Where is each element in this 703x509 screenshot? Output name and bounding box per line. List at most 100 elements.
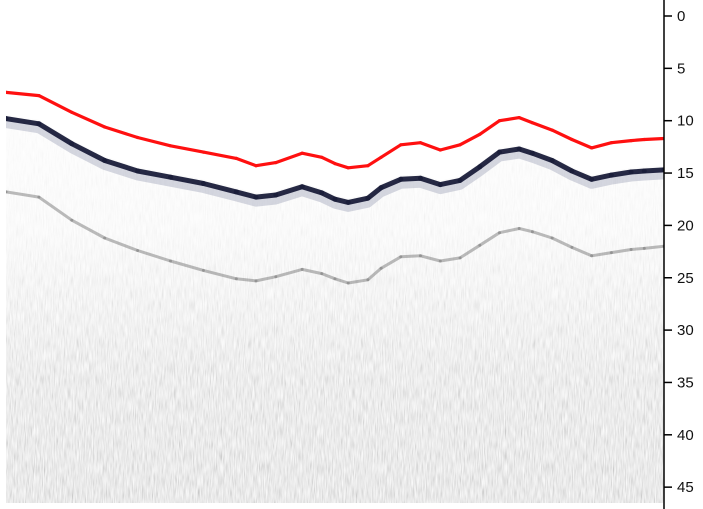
- seabed-echo-point: [345, 199, 351, 205]
- detected-bottom-line-point: [37, 94, 41, 98]
- seabed-echo-point: [319, 190, 325, 196]
- depth-tick-label: 40: [677, 427, 694, 444]
- detected-bottom-line-point: [300, 151, 304, 155]
- seabed-echo-point: [549, 158, 555, 163]
- subbottom-reflector-point: [517, 227, 521, 230]
- detected-bottom-line-point: [590, 146, 594, 150]
- depth-tick-label: 10: [677, 113, 694, 130]
- detected-bottom-line-point: [418, 141, 423, 145]
- plot-area: [6, 3, 664, 503]
- detected-bottom-line-point: [438, 148, 442, 152]
- subbottom-reflector-point: [609, 251, 613, 255]
- seabed-echo-point: [589, 176, 595, 182]
- subbottom-reflector-point: [458, 256, 462, 260]
- seabed-echo-point: [497, 149, 502, 155]
- subbottom-reflector-point: [478, 243, 482, 247]
- seabed-echo-point: [102, 158, 108, 163]
- depth-tick-label: 25: [677, 270, 694, 287]
- subbottom-reflector-point: [201, 268, 205, 272]
- subbottom-reflector-point: [103, 236, 107, 240]
- depth-axis: 0 5 10 15 20 25 30 35 40 45: [663, 0, 694, 509]
- subbottom-reflector-point: [320, 272, 324, 276]
- subbottom-reflector-point: [366, 278, 370, 282]
- seabed-echo-point: [168, 174, 173, 180]
- seabed-echo-point: [233, 189, 239, 195]
- seabed-echo-point: [529, 150, 535, 156]
- detected-bottom-line-point: [497, 119, 502, 123]
- seabed-echo-point: [332, 196, 338, 202]
- subbottom-reflector-point: [37, 195, 41, 199]
- seabed-echo-point: [418, 175, 423, 181]
- subbottom-reflector-point: [136, 249, 140, 252]
- seabed-echo-point: [365, 195, 371, 201]
- subbottom-reflector-point: [6, 190, 8, 194]
- detected-bottom-line-point: [201, 150, 205, 154]
- seabed-echo-point: [135, 168, 141, 174]
- detected-bottom-line-point: [629, 139, 633, 143]
- seabed-echo-point: [437, 182, 443, 188]
- depth-tick-label: 45: [677, 479, 694, 496]
- subbottom-reflector-point: [399, 255, 403, 259]
- depth-tick-label: 35: [677, 374, 694, 391]
- detected-bottom-line-point: [346, 166, 350, 170]
- seabed-echo-point: [6, 116, 9, 122]
- detected-bottom-line-point: [274, 161, 278, 165]
- subbottom-reflector-point: [438, 259, 442, 263]
- detected-bottom-line-point: [168, 144, 173, 148]
- seabed-echo-point: [36, 121, 42, 127]
- detected-bottom-line-point: [379, 155, 383, 159]
- seabed-echo-point: [477, 164, 483, 170]
- seabed-echo-point: [200, 181, 206, 186]
- subbottom-reflector-point: [498, 231, 501, 235]
- seabed-echo-point: [569, 168, 575, 174]
- subbottom-reflector-point: [254, 279, 258, 283]
- subbottom-reflector-point: [629, 248, 633, 251]
- subbottom-reflector-point: [379, 266, 383, 270]
- detected-bottom-line-point: [517, 116, 521, 120]
- water-column: [6, 3, 664, 199]
- seabed-echo-point: [516, 146, 522, 152]
- seabed-echo-point: [273, 192, 279, 198]
- subbottom-reflector-point: [570, 245, 574, 249]
- seabed-echo-point: [253, 194, 259, 200]
- subbottom-reflector-point: [333, 277, 337, 281]
- seabed-echo-point: [608, 172, 614, 178]
- seabed-echo-point: [69, 141, 75, 147]
- subbottom-reflector-line: [6, 190, 664, 285]
- subbottom-reflector-point: [70, 218, 74, 222]
- depth-tick-label: 0: [677, 8, 685, 25]
- subbottom-reflector-point: [530, 230, 534, 234]
- detected-bottom-line-point: [366, 164, 370, 168]
- detected-bottom-line-point: [136, 135, 140, 140]
- detected-bottom-line-point: [570, 137, 574, 142]
- detected-bottom-line-point: [609, 141, 614, 145]
- seabed-echo-point: [641, 168, 647, 174]
- subbottom-reflector-point: [550, 236, 554, 240]
- detected-bottom-line-point: [6, 90, 8, 94]
- detected-bottom-line-point: [550, 128, 554, 132]
- subbottom-reflector-point: [274, 275, 278, 279]
- subbottom-reflector-point: [346, 281, 350, 285]
- detected-bottom-line-point: [399, 143, 403, 147]
- detected-bottom-line-point: [234, 156, 238, 160]
- detected-bottom-line-point: [642, 137, 646, 142]
- depth-tick-label: 15: [677, 165, 694, 182]
- subbottom-reflector-point: [300, 267, 304, 271]
- detected-bottom-line-point: [530, 121, 535, 125]
- subbottom-reflector-point: [419, 254, 422, 258]
- seabed-echo-point: [628, 169, 634, 175]
- detected-bottom-line-point: [458, 143, 462, 147]
- detected-bottom-line-point: [254, 164, 258, 168]
- subbottom-reflector-point: [590, 254, 594, 258]
- detected-bottom-line-point: [103, 125, 107, 129]
- subbottom-reflector-point: [169, 259, 172, 263]
- detected-bottom-line-point: [320, 155, 324, 159]
- depth-tick-label: 30: [677, 322, 694, 339]
- seabed-echo-point: [299, 184, 305, 190]
- subbottom-reflector-point: [234, 277, 238, 281]
- detected-bottom-line-point: [70, 110, 74, 114]
- depth-tick-label: 5: [677, 60, 685, 77]
- seabed-echo-point: [378, 185, 384, 191]
- seabed-echo-point: [398, 176, 404, 182]
